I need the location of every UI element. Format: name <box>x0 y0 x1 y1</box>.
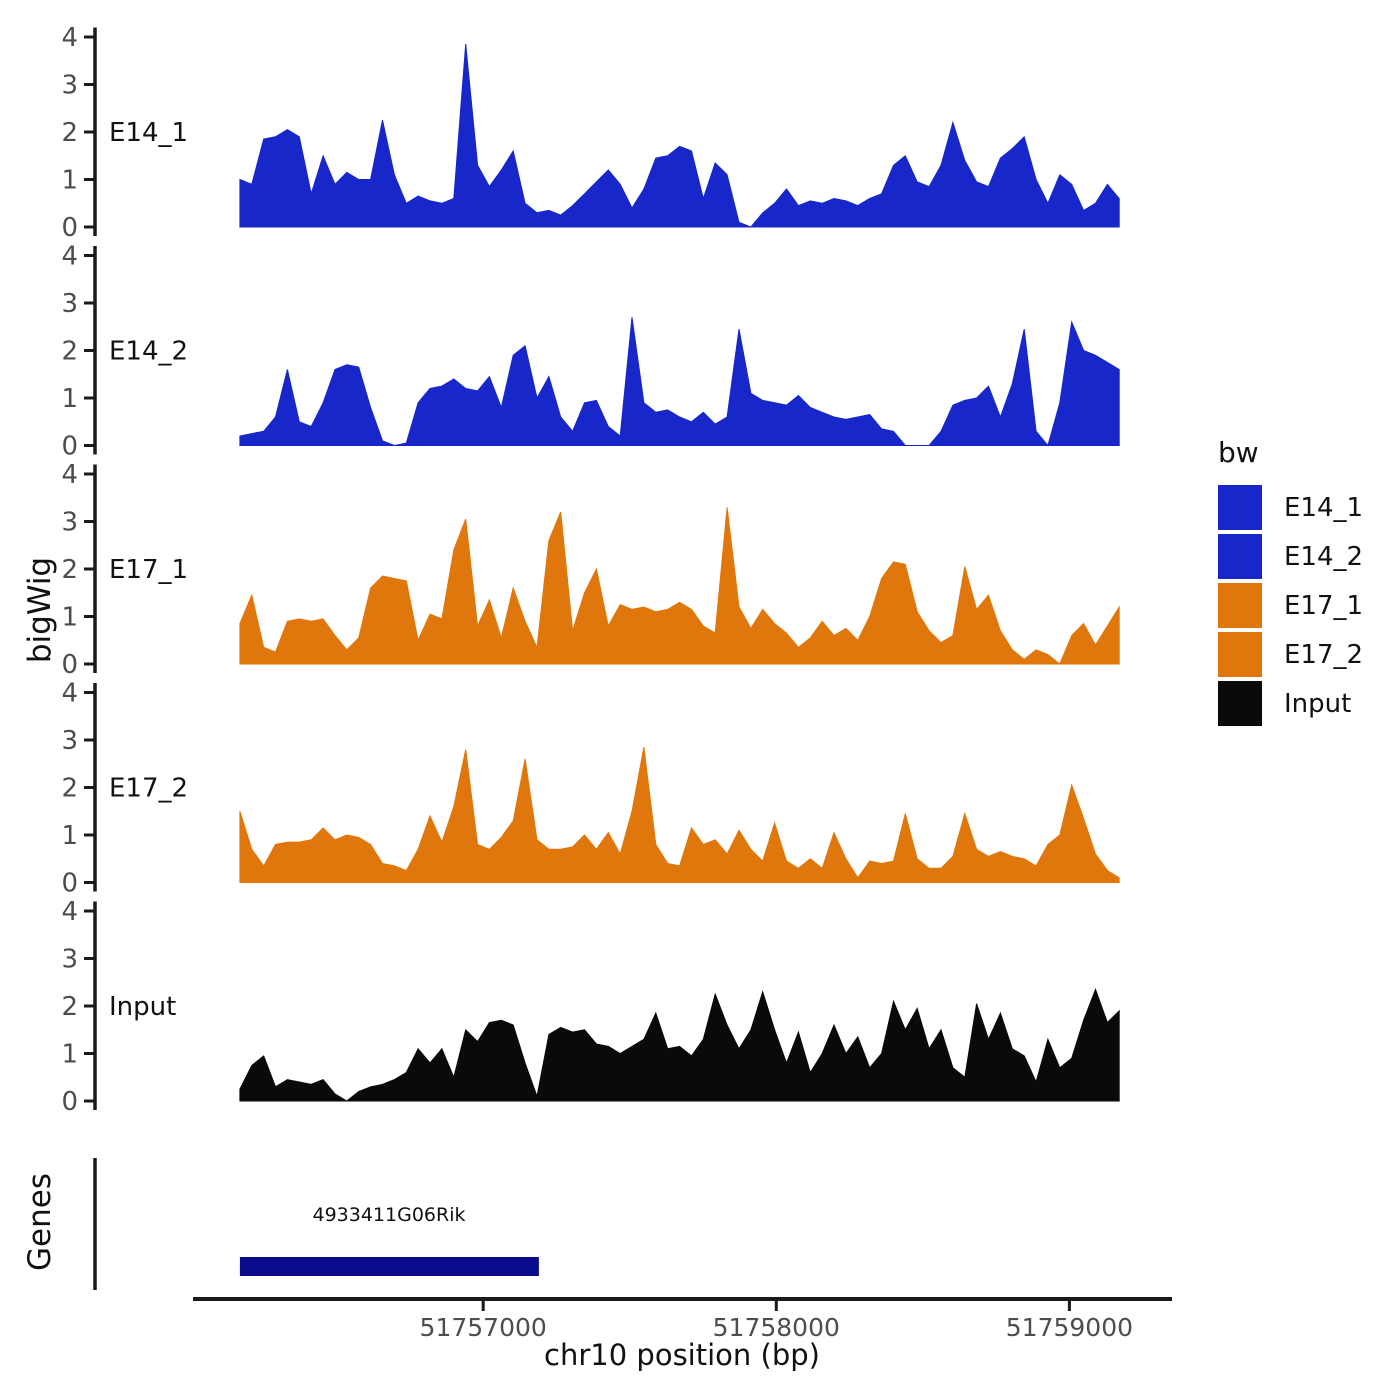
y-tick-label: 4 <box>61 242 78 272</box>
bigwig-axis-title: bigWig <box>22 556 58 664</box>
legend-label: E17_1 <box>1284 590 1364 621</box>
legend: bw E14_1 E14_2 E17_1 E17_2 Input <box>1218 436 1363 730</box>
legend-label: E14_2 <box>1284 541 1364 572</box>
y-tick-label: 2 <box>61 774 78 804</box>
legend-title: bw <box>1218 436 1259 469</box>
y-tick-label: 3 <box>61 945 78 975</box>
x-tick-label: 51759000 <box>1006 1313 1133 1342</box>
y-tick-label: 3 <box>61 71 78 101</box>
track-area-E14_2 <box>239 317 1120 447</box>
gene-body <box>239 1257 539 1276</box>
y-tick-label: 3 <box>61 508 78 538</box>
track-strip-label: E17_2 <box>109 774 188 804</box>
y-tick-label: 0 <box>61 650 78 680</box>
legend-item-E17_2: E17_2 <box>1218 632 1363 677</box>
x-tick-label: 51757000 <box>420 1313 547 1342</box>
y-tick-label: 0 <box>61 869 78 899</box>
y-tick-label: 1 <box>61 821 78 851</box>
y-tick-label: 2 <box>61 337 78 367</box>
track-strip-label: E17_1 <box>109 555 188 585</box>
y-tick-label: 4 <box>61 679 78 709</box>
legend-item-E14_2: E14_2 <box>1218 534 1363 579</box>
x-axis-title: chr10 position (bp) <box>544 1338 820 1372</box>
y-tick-label: 2 <box>61 555 78 585</box>
legend-label: E17_2 <box>1284 639 1364 670</box>
legend-swatch-E17_2 <box>1218 632 1262 677</box>
legend-swatch-E17_1 <box>1218 583 1262 628</box>
track-area-Input <box>239 987 1120 1102</box>
y-tick-label: 1 <box>61 603 78 633</box>
track-strip-label: Input <box>109 992 176 1022</box>
legend-items: E14_1 E14_2 E17_1 E17_2 Input <box>1218 485 1363 726</box>
legend-label: Input <box>1284 688 1352 719</box>
legend-swatch-Input <box>1218 681 1262 726</box>
y-tick-label: 1 <box>61 1040 78 1070</box>
y-tick-label: 4 <box>61 23 78 53</box>
y-tick-label: 3 <box>61 289 78 319</box>
y-tick-label: 0 <box>61 432 78 462</box>
genes-axis-title: Genes <box>22 1173 58 1271</box>
track-area-E14_1 <box>239 44 1120 228</box>
legend-item-E14_1: E14_1 <box>1218 485 1363 530</box>
legend-label: E14_1 <box>1284 492 1364 523</box>
y-tick-label: 1 <box>61 166 78 196</box>
legend-swatch-E14_1 <box>1218 485 1262 530</box>
y-tick-label: 0 <box>61 213 78 243</box>
y-tick-label: 0 <box>61 1087 78 1117</box>
legend-item-Input: Input <box>1218 681 1363 726</box>
gene-name-label: 4933411G06Rik <box>312 1204 466 1226</box>
y-tick-label: 2 <box>61 992 78 1022</box>
y-tick-label: 4 <box>61 897 78 927</box>
track-area-E17_2 <box>239 747 1120 883</box>
y-tick-label: 3 <box>61 726 78 756</box>
y-tick-label: 2 <box>61 118 78 148</box>
y-tick-label: 1 <box>61 384 78 414</box>
y-tick-label: 4 <box>61 460 78 490</box>
track-area-E17_1 <box>239 507 1120 665</box>
legend-item-E17_1: E17_1 <box>1218 583 1363 628</box>
track-strip-label: E14_1 <box>109 118 188 148</box>
legend-swatch-E14_2 <box>1218 534 1262 579</box>
track-strip-label: E14_2 <box>109 337 188 367</box>
x-tick-label: 51758000 <box>713 1313 840 1342</box>
